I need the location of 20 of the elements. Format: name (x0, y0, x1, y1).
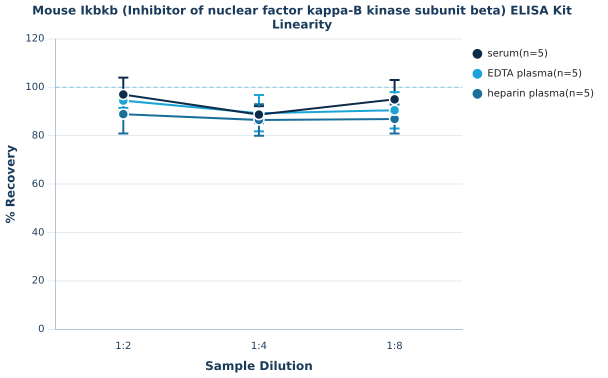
x-axis-title: Sample Dilution (205, 358, 313, 373)
y-tick-label: 100 (25, 82, 44, 93)
legend-label: EDTA plasma(n=5) (487, 68, 582, 80)
x-tick-label: 1:4 (250, 341, 267, 352)
y-tick-label: 20 (32, 276, 44, 287)
y-tick-label: 80 (32, 130, 44, 142)
x-tick-label: 1:2 (115, 341, 132, 352)
legend-label: heparin plasma(n=5) (487, 88, 594, 100)
point (388, 104, 400, 116)
y-axis-title: % Recovery (3, 144, 18, 224)
point (118, 108, 130, 120)
legend-label: serum(n=5) (487, 48, 548, 60)
y-tick-label: 0 (38, 324, 44, 336)
y-tick-label: 40 (32, 227, 44, 238)
chart-title: Mouse Ikbkb (Inhibitor of nuclear factor kappa-B kinase subunit beta) ELISA Kit Linearity (32, 3, 572, 32)
point (118, 88, 130, 100)
y-tick-label: 120 (25, 33, 44, 44)
x-tick-label: 1:8 (386, 341, 403, 352)
point (388, 94, 400, 106)
y-tick-label: 60 (32, 178, 44, 190)
